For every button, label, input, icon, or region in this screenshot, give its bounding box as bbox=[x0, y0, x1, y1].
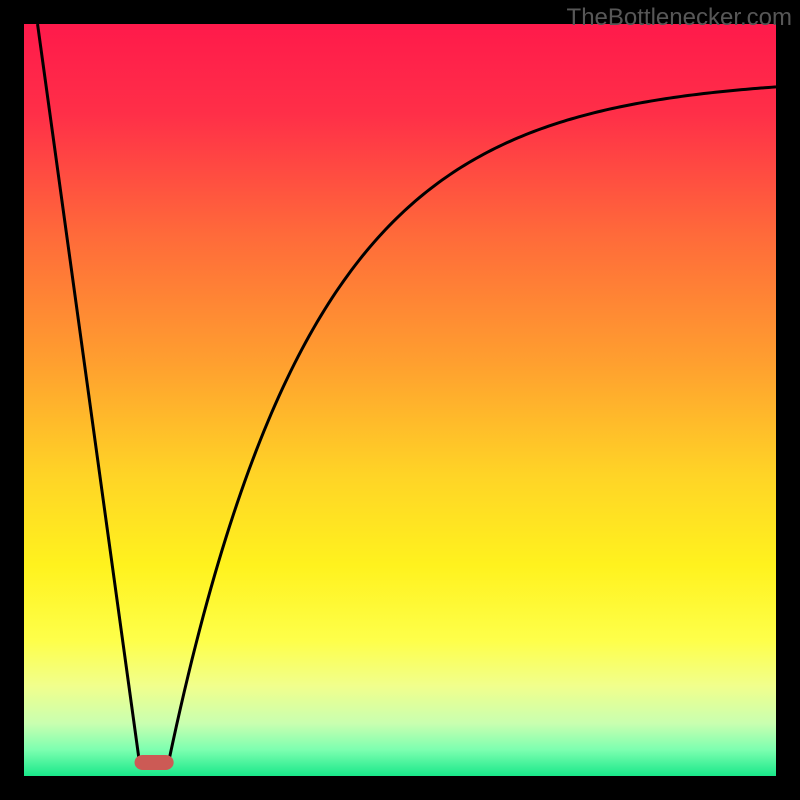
gradient-background bbox=[24, 24, 776, 776]
chart-container: TheBottlenecker.com bbox=[0, 0, 800, 800]
bottleneck-marker bbox=[135, 755, 174, 770]
watermark-text: TheBottlenecker.com bbox=[567, 4, 792, 32]
bottleneck-chart bbox=[0, 0, 800, 800]
